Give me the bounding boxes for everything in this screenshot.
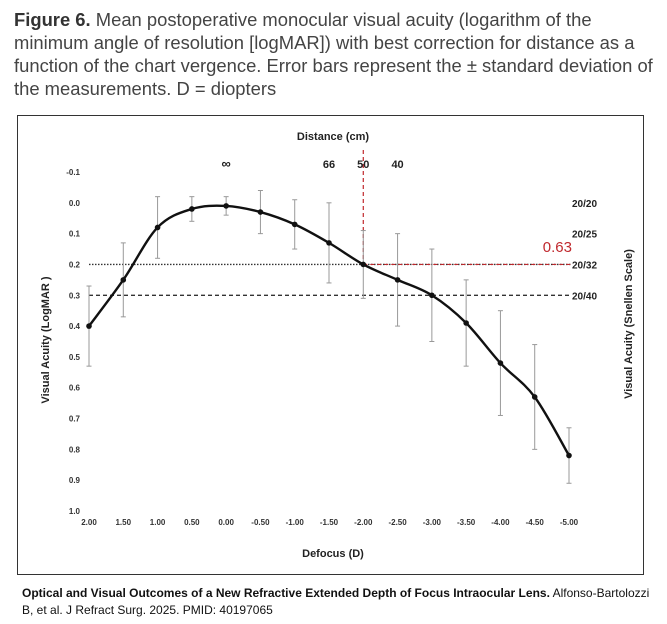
snellen-label: 20/40 [572, 291, 597, 302]
top-axis-label: Distance (cm) [297, 131, 369, 143]
annotation-label: 0.63 [543, 239, 572, 256]
top-tick-label: 50 [357, 159, 369, 171]
x-tick-label: -4.00 [491, 518, 510, 527]
x-tick-label: -0.50 [251, 518, 270, 527]
data-point [394, 277, 401, 283]
reference-lines [89, 150, 572, 296]
y-axis-label: Visual Acuity (LogMAR ) [40, 276, 52, 403]
x-tick-label: 1.00 [150, 518, 166, 527]
x-tick-label: 2.00 [81, 518, 97, 527]
data-point [291, 221, 298, 228]
y2-axis-label: Visual Acuity (Snellen Scale) [623, 249, 635, 399]
y-tick-label: 0.8 [69, 445, 81, 454]
data-point [257, 209, 264, 215]
data-points [86, 203, 572, 459]
data-point [189, 206, 195, 212]
data-point [326, 240, 332, 246]
x-tick-label: -5.00 [560, 518, 579, 527]
data-point [223, 203, 229, 209]
data-point [360, 261, 367, 268]
source-details: Alfonso-Bartolozzi B, et al. J Refract S… [22, 586, 650, 617]
x-tick-label: -3.50 [457, 518, 476, 527]
snellen-labels: 20/20 20/25 20/32 20/40 [572, 199, 597, 302]
source-citation: Optical and Visual Outcomes of a New Ref… [22, 585, 662, 619]
y-tick-label: -0.1 [66, 168, 80, 177]
y-tick-label: 0.5 [69, 353, 81, 362]
data-point [120, 277, 127, 283]
y-tick-label: 1.0 [69, 507, 81, 516]
figure-caption-text: Mean postoperative monocular visual acui… [14, 9, 653, 99]
y-tick-label: 0.0 [69, 199, 81, 208]
data-point [86, 323, 92, 329]
x-tick-label: -2.50 [388, 518, 407, 527]
y-tick-label: 0.2 [69, 260, 81, 269]
data-point [154, 224, 161, 231]
y-tick-label: 0.9 [69, 476, 81, 485]
x-tick-label: -4.50 [526, 518, 545, 527]
x-tick-label: -2.00 [354, 518, 373, 527]
x-tick-label: 0.50 [184, 518, 200, 527]
x-axis-label: Defocus (D) [302, 548, 364, 560]
top-tick-label: ∞ [222, 156, 231, 171]
data-point [429, 292, 435, 299]
snellen-label: 20/32 [572, 260, 597, 271]
y-tick-label: 0.7 [69, 415, 81, 424]
data-point [497, 360, 504, 366]
top-tick-label: 40 [391, 159, 403, 171]
y-tick-label: 0.4 [69, 322, 81, 331]
x-tick-labels: 2.00 1.50 1.00 0.50 0.00 -0.50 -1.00 -1.50 -2.00… [81, 518, 578, 527]
top-tick-labels: ∞ 66 50 40 [222, 156, 404, 171]
error-bars [86, 189, 572, 484]
y-tick-label: 0.6 [69, 384, 81, 393]
y-tick-label: 0.3 [69, 291, 81, 300]
y-tick-label: 0.1 [69, 230, 81, 239]
x-tick-label: 0.00 [218, 518, 234, 527]
chart-frame [17, 115, 644, 575]
y-tick-labels: -0.1 0.0 0.1 0.2 0.3 0.4 0.5 0.6 0.7 0.8 0.9 1.0 [66, 168, 80, 516]
data-point [463, 320, 469, 326]
x-tick-label: -1.00 [286, 518, 305, 527]
source-title: Optical and Visual Outcomes of a New Ref… [22, 586, 550, 600]
snellen-label: 20/20 [572, 199, 597, 210]
data-point [566, 452, 572, 459]
x-tick-label: -1.50 [320, 518, 339, 527]
snellen-label: 20/25 [572, 230, 597, 241]
data-point [531, 394, 538, 400]
x-tick-label: -3.00 [423, 518, 442, 527]
figure-caption: Figure 6. Mean postoperative monocular v… [14, 8, 659, 100]
x-tick-label: 1.50 [115, 518, 131, 527]
top-tick-label: 66 [323, 159, 335, 171]
figure-label: Figure 6. [14, 9, 91, 30]
